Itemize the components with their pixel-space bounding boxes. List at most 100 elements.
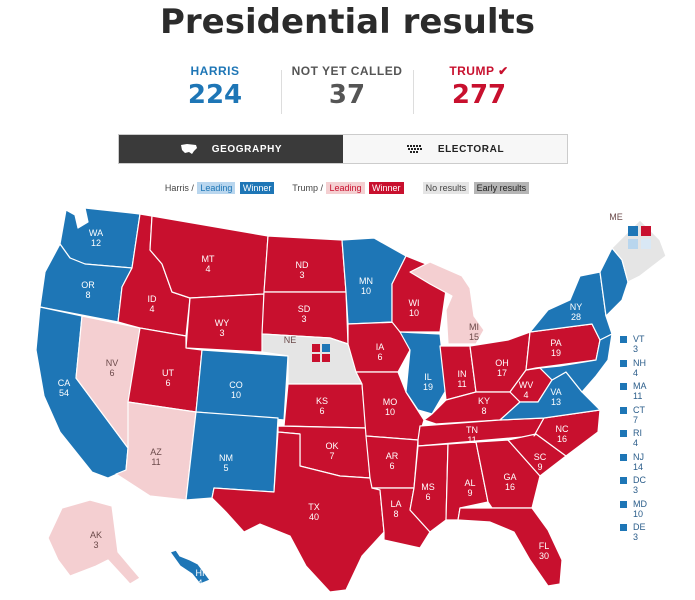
state-votes-NM: 5: [223, 463, 228, 473]
state-label-TN: TN: [466, 425, 478, 435]
state-votes-TN: 11: [467, 435, 476, 445]
legend-no-results: No results: [422, 182, 470, 194]
state-votes-ID: 4: [149, 304, 154, 314]
state-label-MS: MS: [421, 482, 435, 492]
state-label-NC: NC: [556, 424, 569, 434]
state-label-LA: LA: [390, 499, 401, 509]
state-IL[interactable]: [399, 331, 447, 415]
small-state-label: NH 4: [633, 357, 646, 378]
state-label-NV: NV: [106, 358, 119, 368]
state-votes-ND: 3: [299, 270, 304, 280]
small-state-swatch: [620, 383, 627, 390]
ne-districts: [312, 344, 330, 362]
harris-votes: 224: [187, 80, 243, 110]
state-label-OH: OH: [495, 358, 509, 368]
state-MI[interactable]: [409, 261, 485, 345]
state-label-ND: ND: [296, 260, 309, 270]
state-labels: WA12OR8CA54NV6ID4MT4WY3UT6AZ11CO10NM5ND3…: [58, 212, 623, 588]
state-votes-HI: 4: [197, 578, 202, 588]
small-state-DE[interactable]: DE 3: [620, 522, 680, 542]
small-state-DC[interactable]: DC 3: [620, 475, 680, 495]
small-state-NJ[interactable]: NJ 14: [620, 452, 680, 472]
small-state-label: DE 3: [633, 522, 646, 542]
state-label-OK: OK: [325, 441, 338, 451]
small-state-swatch: [620, 359, 627, 367]
legend-early-results: Early results: [473, 182, 530, 194]
state-votes-MN: 10: [361, 286, 371, 296]
state-label-KS: KS: [316, 396, 328, 406]
state-votes-TX: 40: [309, 512, 319, 522]
state-label-UT: UT: [162, 368, 174, 378]
small-state-swatch: [620, 453, 627, 461]
state-label-IN: IN: [458, 369, 467, 379]
small-state-RI[interactable]: RI 4: [620, 428, 680, 448]
state-votes-MO: 10: [385, 407, 395, 417]
harris-label: HARRIS: [190, 64, 240, 78]
state-votes-AZ: 11: [151, 457, 160, 467]
not-called-votes: 37: [328, 80, 366, 110]
state-label-MN: MN: [359, 276, 373, 286]
small-state-NH[interactable]: NH 4: [620, 358, 680, 378]
small-state-label: MA 11: [633, 381, 647, 401]
small-state-CT[interactable]: CT 7: [620, 405, 680, 425]
geography-label: GEOGRAPHY: [211, 143, 283, 155]
state-label-HI: HI: [196, 568, 205, 578]
legend-harris-winner: Winner: [239, 182, 275, 194]
legend-harris: Harris /: [164, 183, 194, 193]
tally-divider: [413, 70, 414, 114]
state-votes-WI: 10: [409, 308, 419, 318]
state-votes-NY: 28: [571, 312, 581, 322]
small-state-swatch: [620, 500, 627, 508]
state-label-VA: VA: [550, 387, 561, 397]
electoral-grid-icon: [406, 145, 422, 153]
state-FL[interactable]: [457, 507, 563, 587]
winner-check-icon: ✔: [498, 64, 509, 78]
harris-tally: HARRIS 224: [150, 64, 280, 110]
state-votes-WA: 12: [91, 238, 101, 248]
small-state-MA[interactable]: MA 11: [620, 381, 680, 401]
state-KS[interactable]: [283, 383, 367, 429]
state-votes-UT: 6: [165, 378, 170, 388]
state-label-TX: TX: [308, 502, 320, 512]
state-AK[interactable]: [47, 499, 141, 585]
state-votes-LA: 8: [393, 509, 398, 519]
state-label-GA: GA: [503, 472, 516, 482]
state-label-NM: NM: [219, 453, 233, 463]
small-state-MD[interactable]: MD 10: [620, 499, 680, 519]
small-state-label: CT 7: [633, 404, 645, 425]
electoral-tab[interactable]: ELECTORAL: [343, 135, 567, 163]
small-state-swatch: [620, 336, 627, 343]
state-votes-AR: 6: [389, 461, 394, 471]
state-label-NE: NE: [284, 335, 297, 345]
small-state-VT[interactable]: VT 3: [620, 334, 680, 354]
state-votes-GA: 16: [505, 482, 515, 492]
state-TX[interactable]: [211, 431, 385, 593]
small-state-swatch: [620, 430, 627, 437]
state-label-AK: AK: [90, 530, 102, 540]
state-label-MT: MT: [202, 254, 215, 264]
state-votes-VA: 13: [551, 397, 561, 407]
state-label-WI: WI: [409, 298, 420, 308]
state-votes-KY: 8: [481, 406, 486, 416]
small-state-swatch: [620, 406, 627, 414]
small-state-label: DC 3: [633, 475, 646, 495]
geography-tab[interactable]: GEOGRAPHY: [119, 135, 343, 163]
state-label-ME: ME: [609, 212, 623, 222]
state-votes-CO: 10: [231, 390, 241, 400]
state-label-FL: FL: [539, 541, 550, 551]
state-votes-PA: 19: [551, 348, 561, 358]
small-state-label: NJ 14: [633, 451, 644, 472]
state-label-SC: SC: [534, 452, 547, 462]
legend-trump-leading: Leading: [326, 182, 365, 194]
not-called-label: NOT YET CALLED: [291, 64, 403, 78]
state-votes-MI: 15: [469, 332, 479, 342]
small-state-label: RI 4: [633, 428, 642, 448]
state-votes-OK: 7: [329, 451, 334, 461]
state-votes-SC: 9: [537, 462, 542, 472]
state-votes-CA: 54: [59, 388, 69, 398]
small-state-swatch: [620, 524, 627, 531]
state-HI[interactable]: [169, 549, 211, 585]
state-label-IA: IA: [376, 342, 385, 352]
state-label-KY: KY: [478, 396, 490, 406]
